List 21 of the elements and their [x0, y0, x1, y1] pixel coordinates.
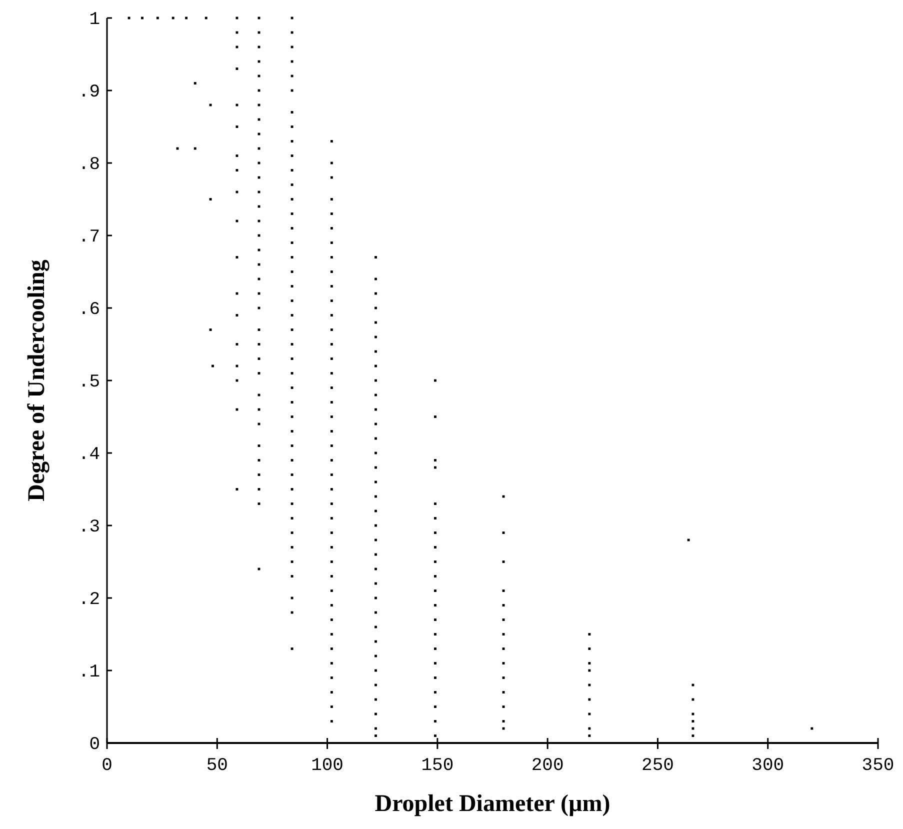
x-tick-label: 150: [421, 756, 454, 776]
x-tick-label: 250: [642, 756, 674, 776]
y-tick-label: .4: [78, 444, 100, 465]
y-tick-label: .8: [78, 154, 100, 175]
y-tick-label: .5: [78, 372, 100, 392]
x-axis-title: Droplet Diameter (µm): [374, 791, 610, 817]
y-tick-label: 0: [89, 734, 100, 755]
y-tick-label: .3: [78, 517, 100, 538]
x-tick-label: 350: [862, 756, 894, 776]
y-tick-label: .6: [78, 300, 100, 320]
y-tick-label: 1: [89, 10, 100, 30]
y-tick-label: .7: [78, 227, 100, 248]
x-tick-label: 300: [752, 756, 784, 776]
y-tick-label: .1: [78, 662, 100, 682]
y-axis-title: Degree of Undercooling: [24, 260, 50, 502]
x-tick-label: 0: [102, 756, 112, 776]
x-tick-label: 100: [311, 756, 344, 776]
y-tick-label: .9: [78, 82, 100, 102]
y-tick-label: .2: [78, 590, 100, 610]
x-tick-label: 50: [206, 756, 228, 776]
x-tick-label: 200: [531, 756, 564, 776]
